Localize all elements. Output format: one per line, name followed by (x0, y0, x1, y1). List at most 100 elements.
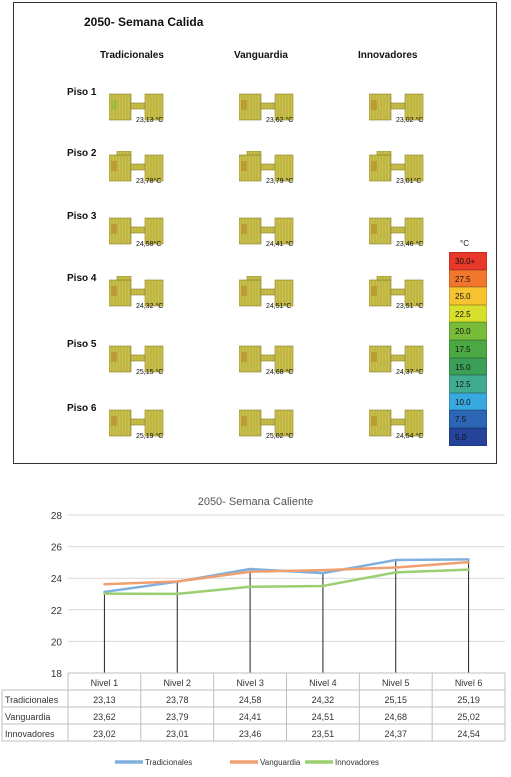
table-value: 25,19 (457, 695, 480, 705)
legend-unit: °C (460, 239, 469, 248)
category-label: Nivel 1 (91, 678, 119, 688)
table-value: 23,46 (239, 729, 262, 739)
table-value: 24,32 (312, 695, 335, 705)
floor-temperature: 24,51°C (266, 303, 292, 310)
floor-plan (369, 93, 424, 121)
floor-plan (239, 409, 294, 437)
legend-label: Innovadores (335, 758, 379, 767)
temperature-color-scale: 30.0+ 27.5 25.0 22.5 20.0 17.5 15.0 12.5 10.0 7.5… (449, 252, 487, 446)
series-line-vanguardia (104, 560, 469, 586)
table-value: 25,15 (384, 695, 407, 705)
table-value: 24,37 (384, 729, 407, 739)
y-tick-label: 18 (51, 669, 63, 680)
data-point (103, 583, 106, 586)
floor-temperature: 23,01°C (396, 178, 422, 185)
data-point (248, 567, 252, 571)
data-point (321, 584, 325, 588)
column-header-tradicionales: Tradicionales (100, 50, 164, 61)
column-header-innovadores: Innovadores (358, 50, 418, 61)
table-series-name: Tradicionales (5, 695, 59, 705)
floor-temperature: 24,37 °C (396, 369, 424, 376)
table-value: 24,41 (239, 712, 262, 722)
table-value: 24,68 (384, 712, 407, 722)
line-chart: 2050- Semana Caliente 18 20 22 24 26 28 Nivel … (0, 488, 511, 777)
category-label: Nivel 5 (382, 678, 410, 688)
floor-temperature: 25,02 °C (266, 433, 294, 440)
row-label: Piso 1 (67, 87, 97, 98)
category-label: Nivel 4 (309, 678, 337, 688)
floor-plan (369, 151, 424, 182)
table-value: 24,58 (239, 695, 262, 705)
floor-temperature: 24,32 °C (136, 303, 164, 310)
table-series-name: Innovadores (5, 729, 55, 739)
table-value: 25,02 (457, 712, 480, 722)
scale-step: 17.5 (449, 339, 487, 358)
floor-plan (109, 345, 164, 373)
y-tick-label: 20 (51, 637, 63, 648)
row-label: Piso 3 (67, 211, 97, 222)
floor-temperature: 23,79 °C (266, 178, 294, 185)
y-tick-label: 26 (51, 543, 63, 554)
table-value: 23,01 (166, 729, 189, 739)
floor-plan (109, 93, 164, 121)
y-tick-label: 24 (51, 574, 63, 585)
floor-plan (369, 345, 424, 373)
column-header-vanguardia: Vanguardia (234, 50, 288, 61)
floor-plan (109, 151, 164, 182)
floor-plan (369, 276, 424, 307)
data-point (321, 568, 325, 572)
scale-step: 12.5 (449, 375, 487, 393)
data-point (467, 558, 470, 561)
chart-title: 2050- Semana Caliente (197, 496, 314, 508)
y-tick-label: 28 (51, 511, 63, 522)
y-tick-label: 22 (51, 606, 63, 617)
data-point (394, 571, 397, 574)
floor-temperature: 25,19 °C (136, 433, 164, 440)
category-label: Nivel 3 (236, 678, 264, 688)
floor-plan (369, 217, 424, 245)
scale-step: 15.0 (449, 357, 487, 376)
table-value: 23,79 (166, 712, 189, 722)
scale-step: 27.5 (449, 269, 487, 288)
scale-step: 25.0 (449, 287, 487, 305)
floor-plan (369, 409, 424, 437)
row-label: Piso 5 (67, 339, 97, 350)
data-point (176, 580, 179, 583)
table-value: 24,51 (312, 712, 335, 722)
floor-plan (239, 345, 294, 373)
series-line-innovadores (104, 568, 469, 596)
floor-plan (239, 276, 294, 307)
floor-temperature: 23,02 °C (396, 117, 424, 124)
floor-temperature: 24,58°C (136, 241, 162, 248)
data-point (103, 592, 106, 595)
floor-temperature: 23,62 °C (266, 117, 294, 124)
floor-temperature: 23,51 °C (396, 303, 424, 310)
table-value: 23,02 (93, 729, 116, 739)
row-label: Piso 2 (67, 148, 97, 159)
table-value: 23,78 (166, 695, 189, 705)
data-point (467, 568, 470, 571)
heatmap-panel: 2050- Semana Calida Tradicionales Vangua… (13, 2, 497, 464)
floor-temperature: 23,13 °C (136, 117, 164, 124)
scale-step: 7.5 (449, 410, 487, 428)
panel-title: 2050- Semana Calida (84, 15, 204, 29)
data-point (394, 558, 397, 562)
table-value: 23,62 (93, 712, 116, 722)
table-value: 23,13 (93, 695, 116, 705)
data-point (321, 571, 325, 575)
scale-step: 20.0 (449, 322, 487, 340)
table-value: 24,54 (457, 729, 480, 739)
data-point (467, 560, 470, 564)
legend-label: Vanguardia (260, 758, 301, 767)
floor-temperature: 24,54 °C (396, 433, 424, 440)
data-point (176, 592, 179, 596)
scale-step: 5.0 (449, 427, 487, 446)
floor-plan (109, 217, 164, 245)
floor-temperature: 24,68 °C (266, 369, 294, 376)
floor-temperature: 25,15 °C (136, 369, 164, 376)
floor-temperature: 23,78°C (136, 178, 162, 185)
data-point (248, 570, 252, 573)
row-label: Piso 4 (67, 273, 97, 284)
floor-plan (239, 217, 294, 245)
category-label: Nivel 6 (455, 678, 483, 688)
